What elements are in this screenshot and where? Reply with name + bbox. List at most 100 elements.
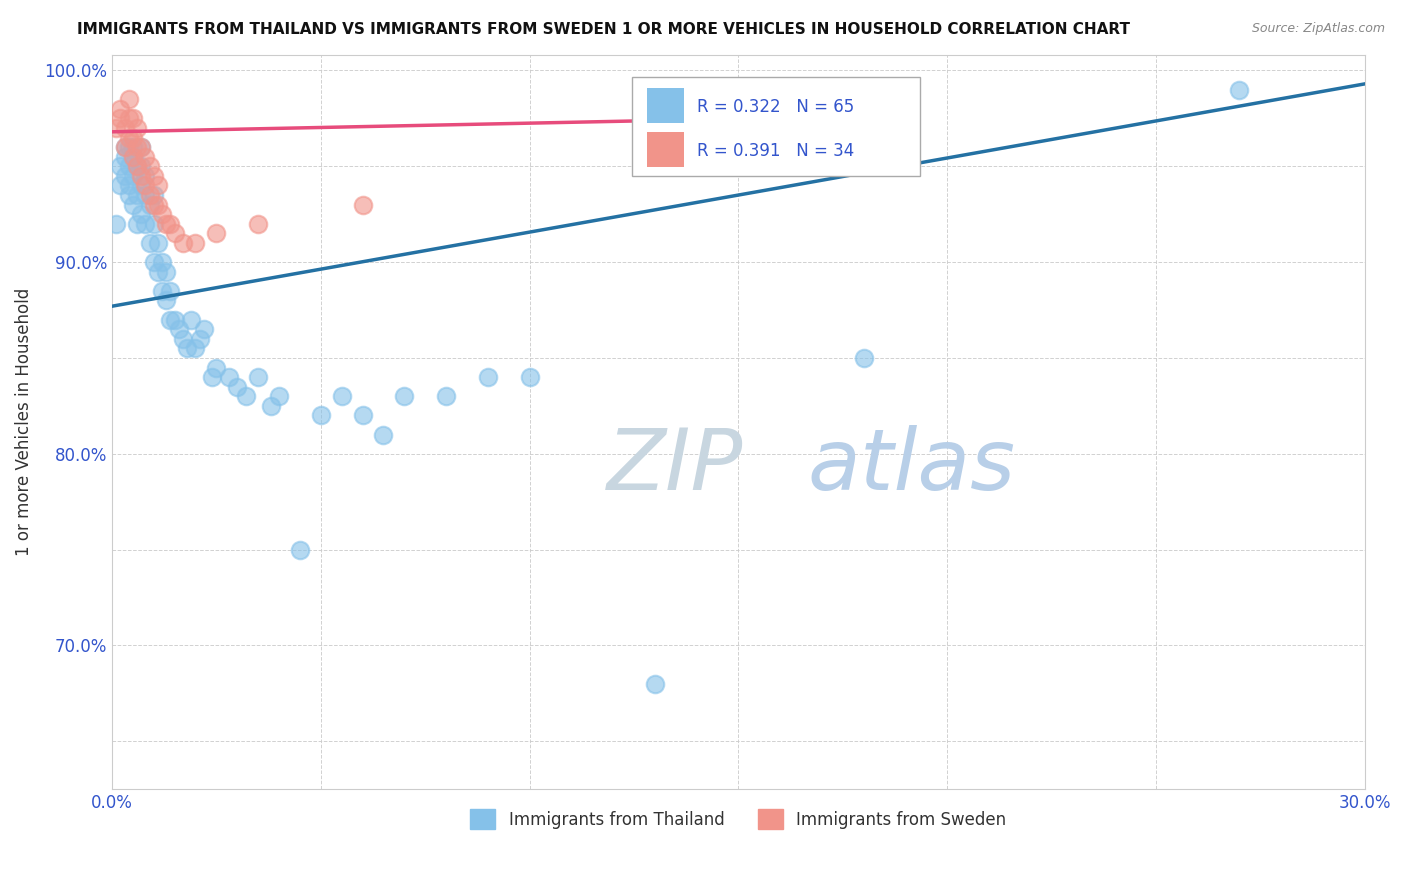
Point — [155, 265, 177, 279]
Point — [150, 284, 173, 298]
Point — [114, 120, 136, 135]
Point — [125, 217, 148, 231]
Point — [226, 380, 249, 394]
Point — [519, 370, 541, 384]
Text: R = 0.322   N = 65: R = 0.322 N = 65 — [697, 97, 855, 116]
Point — [110, 159, 132, 173]
Point — [118, 188, 141, 202]
Point — [138, 197, 160, 211]
Point — [134, 169, 156, 183]
Point — [205, 360, 228, 375]
Point — [125, 159, 148, 173]
Point — [188, 332, 211, 346]
Point — [110, 178, 132, 193]
Point — [235, 389, 257, 403]
Point — [134, 188, 156, 202]
Point — [218, 370, 240, 384]
Point — [167, 322, 190, 336]
Y-axis label: 1 or more Vehicles in Household: 1 or more Vehicles in Household — [15, 288, 32, 557]
Point — [114, 169, 136, 183]
Point — [146, 265, 169, 279]
Point — [118, 112, 141, 126]
Point — [394, 389, 416, 403]
Point — [309, 409, 332, 423]
Point — [748, 112, 770, 126]
Point — [138, 159, 160, 173]
Point — [121, 197, 143, 211]
Point — [260, 399, 283, 413]
Point — [110, 102, 132, 116]
FancyBboxPatch shape — [647, 132, 685, 168]
Point — [129, 140, 152, 154]
Point — [176, 342, 198, 356]
Point — [142, 217, 165, 231]
Text: atlas: atlas — [807, 425, 1015, 508]
Text: Source: ZipAtlas.com: Source: ZipAtlas.com — [1251, 22, 1385, 36]
Point — [142, 188, 165, 202]
Point — [121, 150, 143, 164]
Point — [288, 542, 311, 557]
Point — [146, 197, 169, 211]
Point — [146, 235, 169, 250]
Point — [142, 255, 165, 269]
Point — [129, 140, 152, 154]
Point — [155, 217, 177, 231]
Point — [172, 332, 194, 346]
Point — [477, 370, 499, 384]
Point — [352, 197, 374, 211]
Point — [114, 150, 136, 164]
Point — [172, 235, 194, 250]
Point — [163, 227, 186, 241]
Point — [201, 370, 224, 384]
Point — [150, 207, 173, 221]
Point — [159, 217, 181, 231]
Point — [373, 427, 395, 442]
Point — [110, 112, 132, 126]
Point — [125, 159, 148, 173]
Point — [352, 409, 374, 423]
Text: ZIP: ZIP — [607, 425, 742, 508]
Point — [129, 207, 152, 221]
Point — [1229, 82, 1251, 96]
Point — [121, 169, 143, 183]
Point — [159, 284, 181, 298]
Point — [118, 92, 141, 106]
Point — [247, 370, 270, 384]
Point — [114, 140, 136, 154]
FancyBboxPatch shape — [631, 78, 920, 177]
Point — [142, 169, 165, 183]
Point — [644, 677, 666, 691]
FancyBboxPatch shape — [647, 88, 685, 123]
Point — [180, 312, 202, 326]
Point — [184, 342, 207, 356]
Point — [267, 389, 290, 403]
Point — [118, 130, 141, 145]
Point — [125, 140, 148, 154]
Point — [125, 188, 148, 202]
Point — [159, 312, 181, 326]
Point — [184, 235, 207, 250]
Point — [138, 188, 160, 202]
Point — [114, 140, 136, 154]
Point — [330, 389, 353, 403]
Point — [105, 217, 128, 231]
Point — [105, 120, 128, 135]
Point — [146, 178, 169, 193]
Point — [118, 159, 141, 173]
Point — [150, 255, 173, 269]
Point — [121, 112, 143, 126]
Point — [134, 178, 156, 193]
Point — [163, 312, 186, 326]
Point — [434, 389, 457, 403]
Point — [193, 322, 215, 336]
Point — [129, 169, 152, 183]
Point — [129, 159, 152, 173]
Point — [205, 227, 228, 241]
Point — [121, 140, 143, 154]
Point — [129, 178, 152, 193]
Point — [121, 150, 143, 164]
Point — [155, 293, 177, 308]
Point — [142, 197, 165, 211]
Point — [138, 235, 160, 250]
Point — [121, 130, 143, 145]
